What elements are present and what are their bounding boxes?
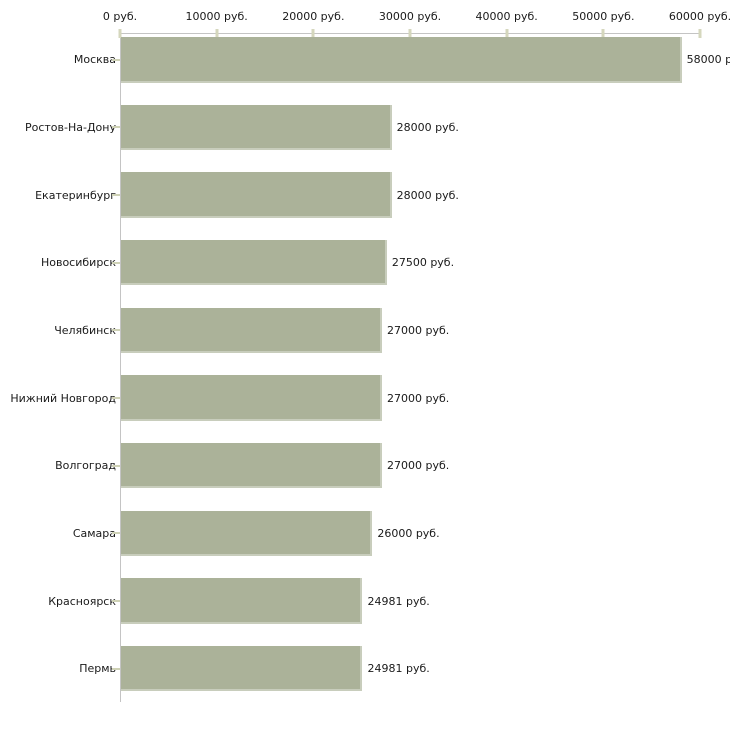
bar [121, 104, 392, 151]
value-label: 24981 руб. [367, 662, 430, 676]
value-label: 24981 руб. [367, 594, 430, 608]
value-label: 58000 руб. [686, 53, 730, 67]
value-label: 26000 руб. [377, 526, 440, 540]
category-tick-mark [112, 397, 120, 400]
category-label: Челябинск [54, 323, 116, 337]
x-axis-tick-label: 20000 руб. [282, 10, 345, 23]
x-axis-tick-mark [215, 29, 219, 38]
category-tick-mark [112, 194, 120, 197]
bar [121, 239, 387, 286]
bar [121, 375, 382, 421]
category-tick-mark [112, 261, 120, 264]
value-label: 27000 руб. [387, 459, 450, 473]
category-label: Красноярск [48, 594, 116, 608]
x-axis-tick-mark [311, 29, 315, 38]
x-axis-tick-mark [698, 29, 702, 38]
y-axis-line [120, 33, 121, 702]
value-label: 27500 руб. [391, 256, 455, 270]
category-tick-mark [112, 667, 120, 670]
category-tick-mark [112, 464, 120, 467]
bar [121, 645, 363, 692]
category-label: Новосибирск [40, 256, 116, 270]
bar [121, 578, 363, 624]
bar [121, 37, 682, 83]
category-label: Пермь [79, 662, 116, 676]
bar [121, 442, 382, 489]
x-axis-tick-label: 10000 руб. [185, 10, 248, 23]
category-tick-mark [112, 58, 120, 61]
bar [121, 510, 373, 557]
category-label: Самара [72, 526, 116, 540]
value-label: 27000 руб. [387, 323, 450, 337]
category-tick-mark [112, 329, 120, 332]
category-tick-mark [112, 126, 120, 129]
category-tick-mark [112, 600, 120, 603]
category-label: Ростов-На-Дону [24, 120, 116, 134]
x-axis-tick-mark [601, 29, 605, 38]
bar [121, 172, 392, 218]
x-axis-tick-label: 40000 руб. [475, 10, 538, 23]
category-label: Москва [73, 53, 116, 67]
value-label: 28000 руб. [396, 120, 459, 134]
x-axis-tick-mark [505, 29, 509, 38]
x-axis-tick-mark [408, 29, 412, 38]
x-axis-tick-label: 0 руб. [102, 10, 138, 23]
value-label: 28000 руб. [396, 188, 459, 202]
x-axis-tick-label: 30000 руб. [378, 10, 442, 23]
category-label: Екатеринбург [35, 188, 116, 202]
x-axis-tick-label: 60000 руб. [668, 10, 730, 23]
category-label: Волгоград [55, 459, 116, 473]
bar [121, 307, 382, 354]
x-axis-tick-mark [118, 29, 122, 38]
category-label: Нижний Новгород [10, 391, 116, 405]
x-axis-tick-label: 50000 руб. [572, 10, 635, 23]
category-tick-mark [112, 532, 120, 535]
value-label: 27000 руб. [387, 391, 450, 405]
